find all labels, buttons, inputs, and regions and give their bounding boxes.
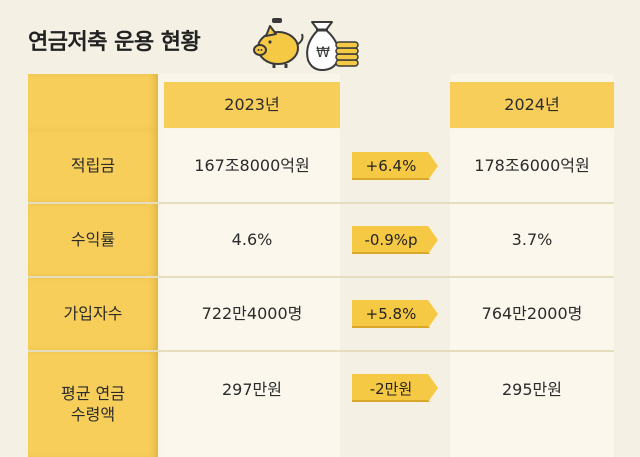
value-2023-subscribers: 722만4000명 bbox=[164, 278, 340, 350]
row-divider bbox=[28, 276, 614, 278]
change-badge-subscribers: +5.8% bbox=[350, 298, 440, 330]
row-label-avg-pension: 평균 연금 수령액 bbox=[28, 352, 158, 457]
money-bag-icon: ₩ bbox=[306, 21, 340, 72]
value-2024-subscribers: 764만2000명 bbox=[450, 278, 614, 350]
change-badge-avg-pension: -2만원 bbox=[350, 372, 440, 404]
value-2024-savings: 178조6000억원 bbox=[450, 130, 614, 202]
value-2024-avg-pension: 295만원 bbox=[450, 352, 614, 457]
header-year-2023: 2023년 bbox=[164, 82, 340, 128]
row-label-avg-pension-line1: 평균 연금 bbox=[61, 383, 125, 403]
coin-stack-icon bbox=[335, 41, 359, 67]
header-year-2024: 2024년 bbox=[450, 82, 614, 128]
value-2023-savings: 167조8000억원 bbox=[164, 130, 340, 202]
change-badge-return: -0.9%p bbox=[350, 224, 440, 256]
row-label-savings: 적립금 bbox=[28, 130, 158, 202]
header-illustration: ₩ bbox=[248, 10, 368, 74]
page-title: 연금저축 운용 현황 bbox=[28, 30, 201, 55]
svg-text:₩: ₩ bbox=[316, 45, 330, 61]
row-divider bbox=[28, 350, 614, 352]
value-2024-return: 3.7% bbox=[450, 204, 614, 276]
row-label-avg-pension-line2: 수령액 bbox=[70, 404, 116, 424]
value-2023-avg-pension: 297만원 bbox=[164, 352, 340, 457]
row-divider bbox=[28, 202, 614, 204]
row-label-subscribers: 가입자수 bbox=[28, 278, 158, 350]
pension-table: 2023년 2024년 적립금 167조8000억원 178조6000억원 수익… bbox=[28, 74, 614, 457]
piggy-bank-icon: ₩ bbox=[253, 18, 359, 72]
value-2023-return: 4.6% bbox=[164, 204, 340, 276]
row-label-return: 수익률 bbox=[28, 204, 158, 276]
table-corner bbox=[28, 74, 158, 130]
change-badge-savings: +6.4% bbox=[350, 150, 440, 182]
